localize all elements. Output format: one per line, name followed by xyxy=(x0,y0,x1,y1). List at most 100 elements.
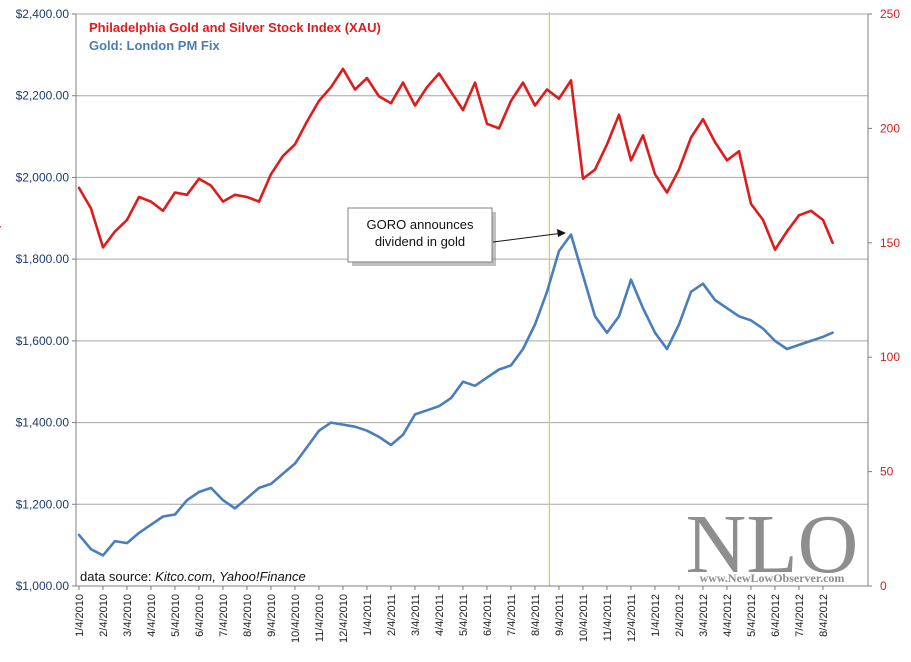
series-layer xyxy=(0,67,834,557)
left-tick-label: $1,400.00 xyxy=(16,416,70,430)
xau-data-point xyxy=(354,88,356,91)
gold-data-point xyxy=(378,436,380,438)
gold-data-point xyxy=(390,444,392,446)
x-tick-label: 12/4/2010 xyxy=(338,594,350,643)
xau-data-point xyxy=(78,187,80,189)
gold-data-point xyxy=(162,515,164,518)
gold-data-point xyxy=(498,368,500,371)
gold-data-point xyxy=(642,307,644,310)
gold-data-point xyxy=(510,364,512,367)
xau-data-point xyxy=(342,68,344,70)
left-tick-label: $2,400.00 xyxy=(16,7,70,21)
gold-data-point xyxy=(438,405,440,408)
x-tick-label: 8/4/2010 xyxy=(242,594,254,637)
x-tick-label: 1/4/2010 xyxy=(74,594,86,637)
gold-data-point xyxy=(666,348,668,350)
gold-data-point xyxy=(450,397,452,399)
xau-data-point xyxy=(0,225,1,228)
xau-data-point xyxy=(498,127,500,130)
xau-data-point xyxy=(738,150,740,153)
legend-gold: Gold: London PM Fix xyxy=(89,38,220,53)
gold-data-point xyxy=(702,282,704,285)
gold-data-point xyxy=(294,462,296,465)
xau-data-point xyxy=(150,200,152,203)
left-tick-label: $1,800.00 xyxy=(16,252,70,266)
x-tick-label: 10/4/2010 xyxy=(290,594,302,643)
gold-data-point xyxy=(318,429,320,432)
x-tick-label: 2/4/2010 xyxy=(98,594,110,637)
gold-data-point xyxy=(474,384,476,387)
xau-data-point xyxy=(234,193,236,196)
xau-data-point xyxy=(270,173,272,176)
gridlines xyxy=(76,13,868,505)
gold-data-point xyxy=(714,299,716,301)
x-tick-label: 6/4/2011 xyxy=(482,594,494,636)
gold-data-point xyxy=(810,340,812,342)
x-tick-label: 11/4/2010 xyxy=(314,594,326,642)
xau-data-point xyxy=(798,214,800,217)
gold-data-point xyxy=(306,446,308,448)
xau-data-point xyxy=(558,97,560,100)
watermark-url: www.NewLowObserver.com xyxy=(700,571,845,585)
right-tick-label: 200 xyxy=(880,121,900,135)
gold-data-point xyxy=(354,425,356,428)
legend: Philadelphia Gold and Silver Stock Index… xyxy=(89,20,381,53)
gold-data-point xyxy=(831,331,834,334)
callout-arrow-head xyxy=(557,229,566,237)
left-tick-label: $1,200.00 xyxy=(16,497,70,511)
gold-data-point xyxy=(618,315,620,318)
xau-data-point xyxy=(750,203,752,205)
xau-data-point xyxy=(642,134,644,137)
xau-data-point xyxy=(630,159,632,162)
xau-data-point xyxy=(702,118,704,121)
data-source-note: data source: Kitco.com, Yahoo!Finance xyxy=(80,569,306,584)
gold-series-line xyxy=(77,233,834,557)
xau-data-point xyxy=(414,104,416,107)
xau-data-point xyxy=(726,159,728,162)
callout: GORO announces dividend in gold xyxy=(347,207,566,266)
left-tick-label: $2,200.00 xyxy=(16,89,70,103)
axes-layer: $1,000.00 $1,200.00 $1,400.00 $1,600.00 $1,8… xyxy=(16,7,901,643)
xau-data-point xyxy=(810,209,812,212)
gold-data-point xyxy=(234,507,236,510)
x-tick-label: 5/4/2012 xyxy=(746,594,758,637)
xau-data-point xyxy=(426,86,428,89)
xau-data-point xyxy=(114,230,116,233)
x-tick-label: 7/4/2011 xyxy=(506,594,518,636)
xau-data-point xyxy=(774,248,776,251)
gold-data-point xyxy=(174,513,176,516)
x-tick-label: 6/4/2012 xyxy=(770,594,782,637)
x-tick-label: 10/4/2011 xyxy=(578,594,590,642)
left-tick-label: $1,600.00 xyxy=(16,334,70,348)
x-tick-label: 1/4/2011 xyxy=(362,594,374,636)
xau-data-point xyxy=(570,79,572,82)
gold-data-point xyxy=(522,348,524,350)
xau-data-point xyxy=(462,109,464,111)
xau-data-point xyxy=(474,81,476,84)
xau-data-point xyxy=(486,122,488,125)
gold-data-point xyxy=(558,250,560,252)
gold-data-point xyxy=(570,233,572,236)
xau-data-point xyxy=(546,88,548,91)
gold-data-point xyxy=(282,472,284,475)
xau-data-point xyxy=(186,193,188,196)
gold-data-point xyxy=(78,534,80,536)
xau-data-point xyxy=(582,177,584,180)
xau-data-point xyxy=(654,173,656,176)
gold-data-point xyxy=(366,429,368,432)
xau-data-point xyxy=(522,81,524,84)
gold-data-point xyxy=(126,542,128,544)
xau-data-point xyxy=(762,219,764,221)
gold-data-point xyxy=(678,323,680,326)
right-tick-label: 100 xyxy=(880,350,900,364)
callout-line-2: dividend in gold xyxy=(375,234,465,249)
xau-data-point xyxy=(822,219,824,221)
xau-data-point xyxy=(690,136,692,139)
xau-data-point xyxy=(666,191,668,194)
x-tick-label: 8/4/2012 xyxy=(818,594,830,637)
x-tick-label: 3/4/2011 xyxy=(410,594,422,636)
x-tick-label: 9/4/2010 xyxy=(266,594,278,637)
x-tick-label: 4/4/2011 xyxy=(434,594,446,636)
x-tick-label: 2/4/2012 xyxy=(674,594,686,637)
